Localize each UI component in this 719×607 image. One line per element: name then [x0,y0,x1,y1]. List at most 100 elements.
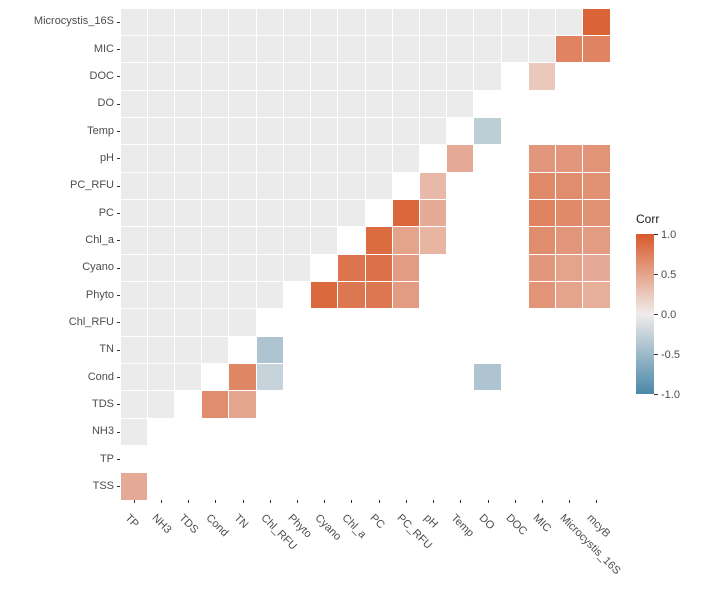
y-axis-label: Phyto [86,289,114,301]
heatmap-cell [556,63,583,90]
heatmap-cell [256,145,283,172]
heatmap-cell [120,90,147,117]
heatmap-cell [311,8,338,35]
heatmap-cell [283,473,310,500]
heatmap-cell [419,363,446,390]
heatmap-cell [256,199,283,226]
heatmap-cell [311,117,338,144]
heatmap-cell [419,172,446,199]
heatmap-cell [583,199,610,226]
heatmap-cell [447,35,474,62]
heatmap-cell [229,172,256,199]
heatmap-cell [419,281,446,308]
heatmap-cell [174,336,201,363]
heatmap-cell [392,254,419,281]
heatmap-cell [283,309,310,336]
heatmap-cell [501,35,528,62]
y-axis-label: Chl_a [85,234,114,246]
heatmap-cell [120,363,147,390]
heatmap-cell [556,309,583,336]
heatmap-cell [419,145,446,172]
legend-tick-label: -1.0 [661,389,680,401]
heatmap-cell [120,336,147,363]
heatmap-cell [556,445,583,472]
heatmap-cell [583,473,610,500]
heatmap-cell [501,63,528,90]
y-axis-label: PC_RFU [70,179,114,191]
heatmap-cell [365,336,392,363]
heatmap-cell [202,172,229,199]
heatmap-cell [556,281,583,308]
heatmap-cell [556,35,583,62]
heatmap-cell [147,363,174,390]
legend-tick-label: 0.0 [661,309,676,321]
heatmap-cell [365,363,392,390]
heatmap-cell [447,309,474,336]
heatmap-cell [556,199,583,226]
heatmap-cell [583,35,610,62]
heatmap-cell [338,35,365,62]
heatmap-cell [120,281,147,308]
heatmap-cell [365,227,392,254]
heatmap-cell [474,8,501,35]
legend-tick-label: 0.5 [661,269,676,281]
heatmap-cell [202,35,229,62]
heatmap-cell [392,227,419,254]
heatmap-cell [447,63,474,90]
x-axis-label: DO [476,512,496,532]
heatmap-cell [202,199,229,226]
heatmap-cell [392,445,419,472]
heatmap-cell [147,8,174,35]
y-axis-label: MIC [94,43,114,55]
heatmap-cell [528,281,555,308]
heatmap-cell [392,418,419,445]
heatmap-cell [501,90,528,117]
heatmap-cell [174,117,201,144]
heatmap-cell [120,199,147,226]
heatmap-cell [229,145,256,172]
heatmap-cell [147,445,174,472]
heatmap-cell [474,35,501,62]
heatmap-cell [283,391,310,418]
y-axis-label: Chl_RFU [69,316,114,328]
heatmap-cell [447,254,474,281]
heatmap-cell [120,145,147,172]
heatmap-cell [392,35,419,62]
heatmap-cell [338,309,365,336]
heatmap-cell [583,172,610,199]
heatmap-cell [311,281,338,308]
heatmap-cell [120,309,147,336]
heatmap-cell [556,90,583,117]
heatmap-cell [528,199,555,226]
heatmap-cell [501,473,528,500]
heatmap-cell [338,336,365,363]
heatmap-cell [556,8,583,35]
y-axis-label: Cond [88,371,114,383]
heatmap-cell [419,63,446,90]
heatmap-cell [283,35,310,62]
heatmap-cell [501,8,528,35]
heatmap-cell [501,199,528,226]
heatmap-cell [256,8,283,35]
heatmap-cell [583,309,610,336]
heatmap-cell [147,473,174,500]
heatmap-cell [229,63,256,90]
heatmap-cell [583,8,610,35]
heatmap-cell [474,309,501,336]
heatmap-cell [528,336,555,363]
heatmap-cell [583,145,610,172]
heatmap-cell [120,117,147,144]
heatmap-cell [528,445,555,472]
heatmap-cell [283,336,310,363]
y-axis-label: Microcystis_16S [34,15,114,27]
heatmap-cell [147,391,174,418]
heatmap-cell [447,281,474,308]
heatmap-cell [174,199,201,226]
heatmap-cell [447,145,474,172]
heatmap-cell [419,35,446,62]
heatmap-cell [528,172,555,199]
heatmap-cell [501,117,528,144]
heatmap-cell [365,281,392,308]
heatmap-cell [419,309,446,336]
heatmap-cell [202,227,229,254]
